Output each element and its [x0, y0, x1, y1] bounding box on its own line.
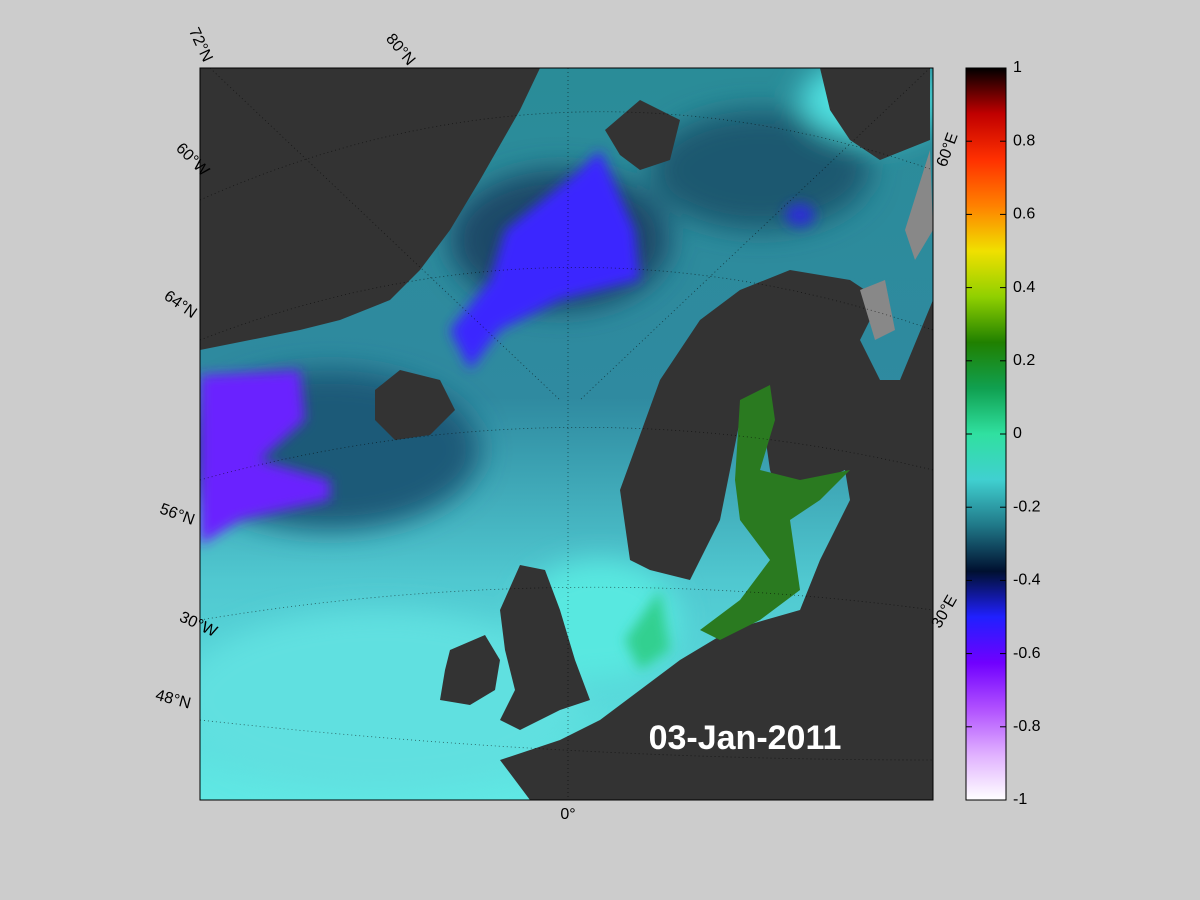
graticule-label: 48°N	[154, 687, 193, 713]
colorbar	[965, 67, 1007, 801]
map-area: 03-Jan-2011	[200, 68, 933, 800]
colorbar-tick-label: 0.6	[1013, 206, 1035, 223]
graticule-label: 56°N	[157, 501, 196, 529]
colorbar-tick-label: 0.2	[1013, 352, 1035, 369]
colorbar-tick-label: 0	[1013, 425, 1022, 442]
colorbar-tick-label: -0.2	[1013, 498, 1041, 515]
sea-ice	[860, 150, 933, 340]
north-sea-anomaly	[625, 590, 670, 670]
graticule-label: 64°N	[161, 288, 200, 322]
graticule	[200, 68, 933, 800]
graticule-label: 80°N	[382, 31, 418, 69]
land	[200, 68, 933, 800]
graticule-label: 0°	[560, 806, 575, 823]
colorbar-tick-label: 1	[1013, 59, 1022, 76]
graticule-label: 60°E	[934, 131, 962, 170]
colorbar-tick-label: -0.8	[1013, 718, 1041, 735]
date-label: 03-Jan-2011	[649, 719, 842, 757]
baltic-anomaly	[700, 385, 850, 640]
negative-anomaly	[200, 150, 815, 545]
colorbar-tick-label: -1	[1013, 791, 1027, 808]
graticule-label: 72°N	[185, 25, 216, 65]
graticule-label: 30°E	[929, 593, 961, 632]
colorbar-tick-label: 0.4	[1013, 279, 1035, 296]
plot-frame	[199, 67, 934, 801]
colorbar-tick-label: -0.6	[1013, 645, 1041, 662]
colorbar-ticks: -1 -0.8 -0.6 -0.4 -0.2 0 0.2 0.4 0.6 0.8 1	[966, 59, 1041, 808]
colorbar-tick-label: 0.8	[1013, 132, 1035, 149]
colorbar-tick-label: -0.4	[1013, 572, 1041, 589]
